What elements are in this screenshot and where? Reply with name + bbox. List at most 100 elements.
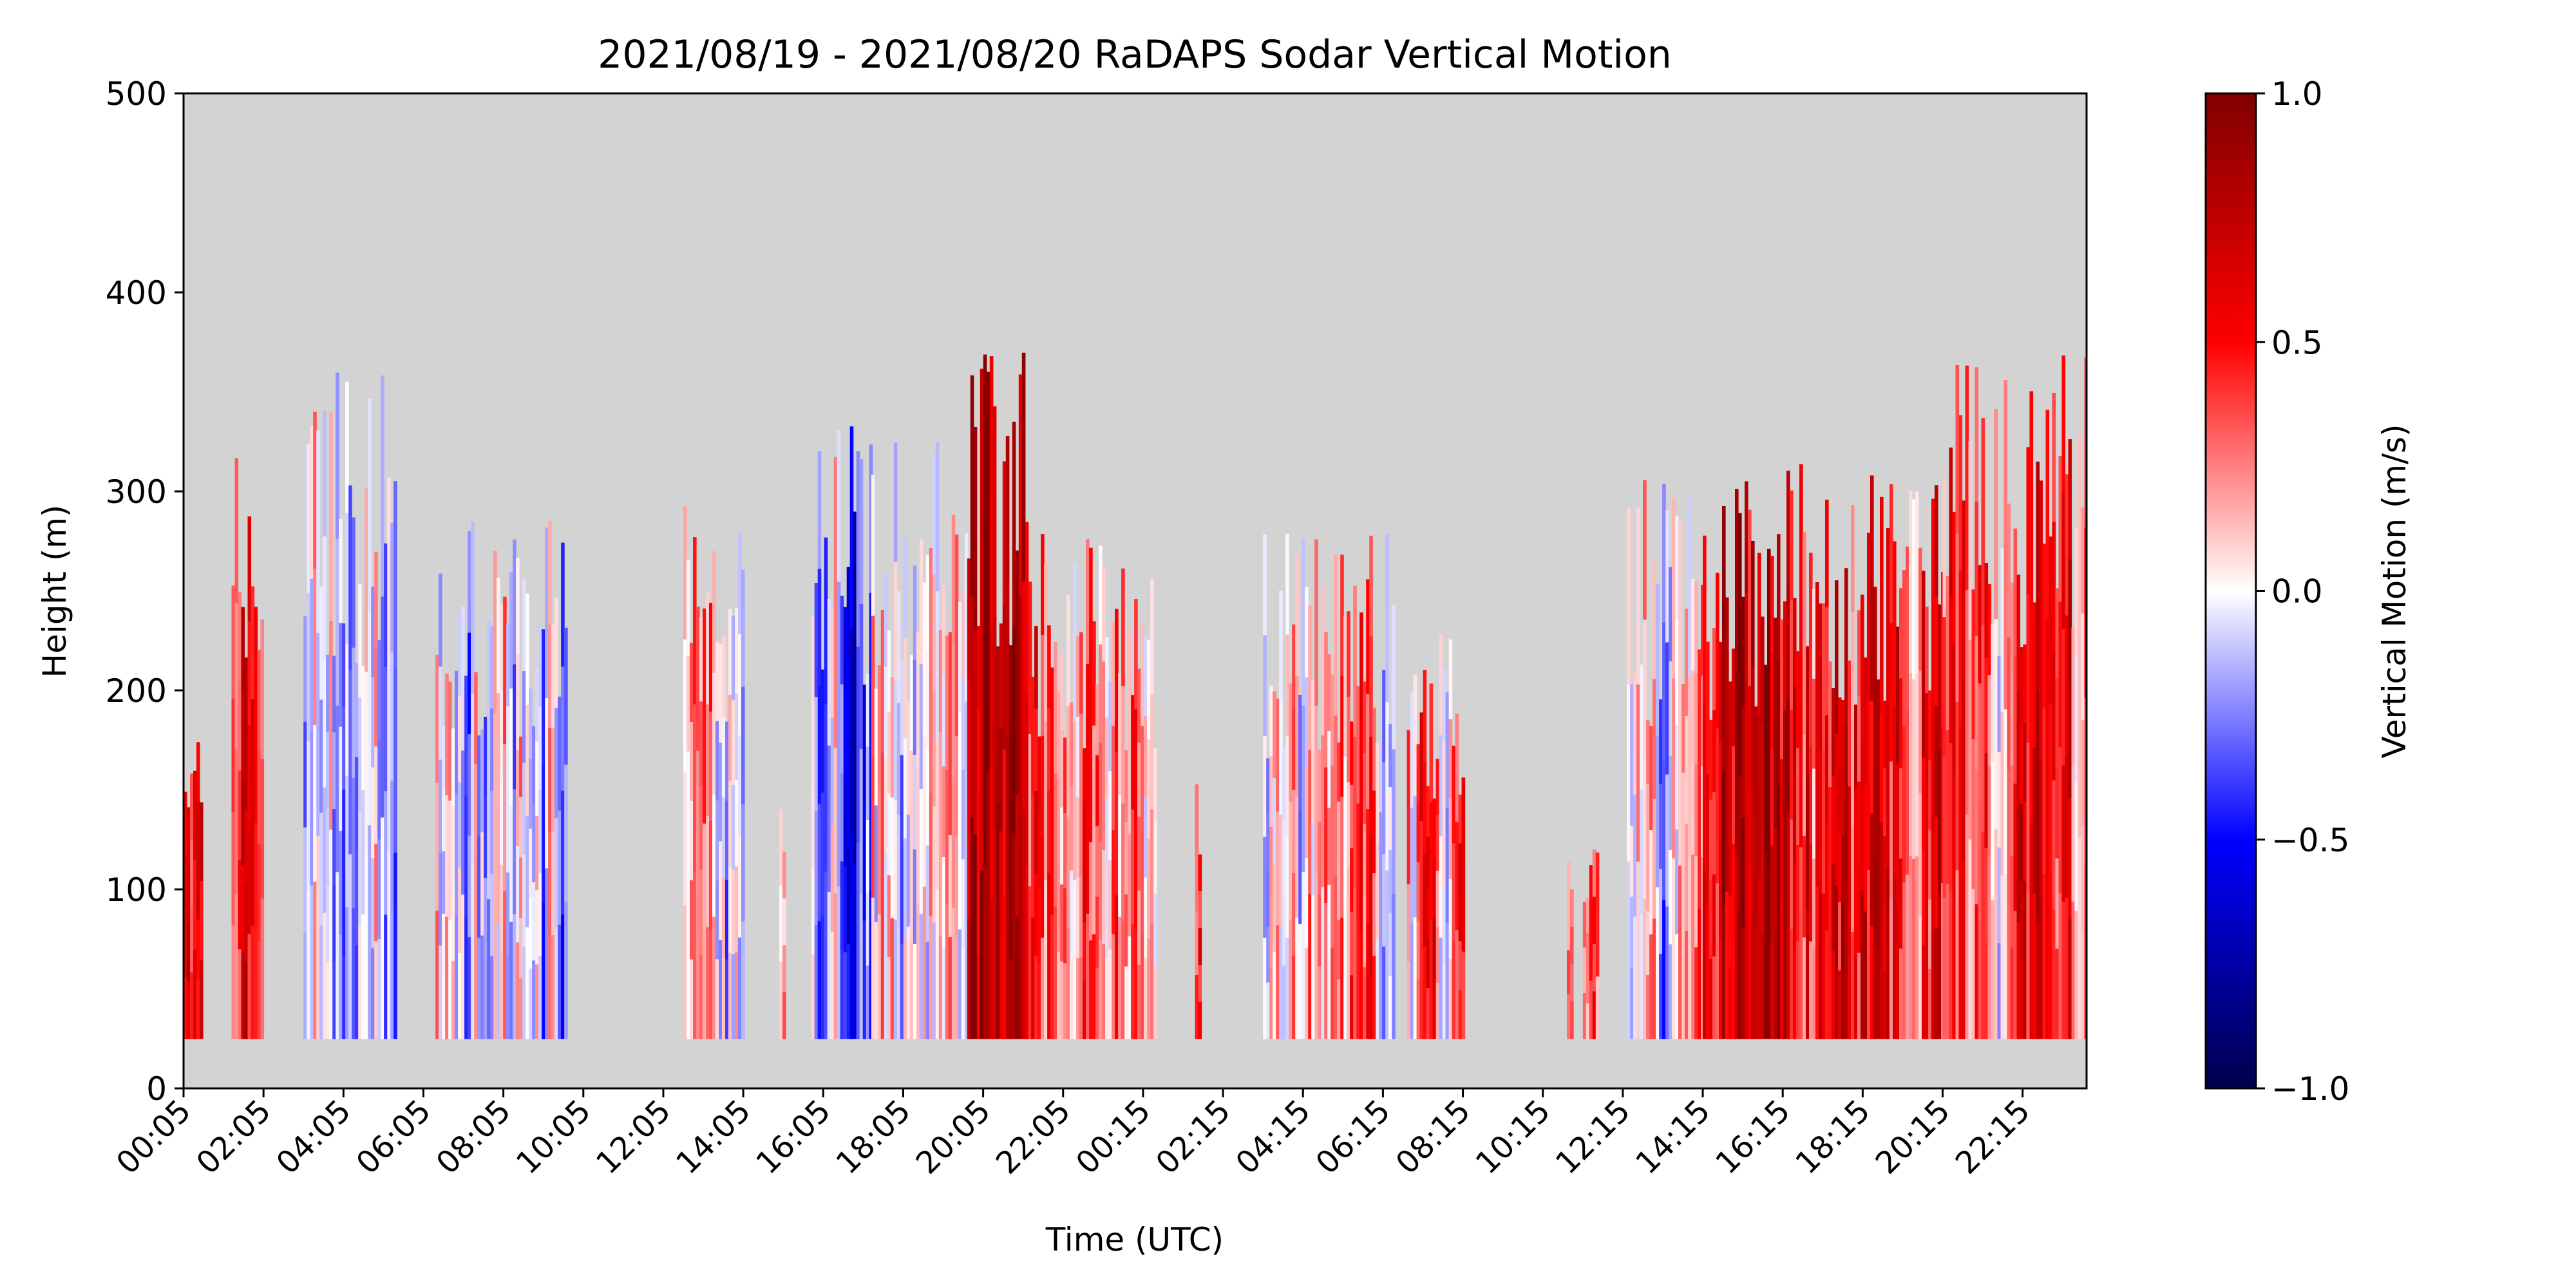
heatmap-cell bbox=[1057, 778, 1061, 866]
heatmap-cell bbox=[365, 672, 368, 856]
heatmap-cell bbox=[187, 865, 191, 923]
heatmap-cell bbox=[1423, 946, 1427, 1039]
heatmap-cell bbox=[345, 381, 349, 514]
heatmap-cell bbox=[1118, 673, 1122, 796]
heatmap-cell bbox=[738, 735, 742, 837]
heatmap-cell bbox=[1452, 745, 1456, 844]
heatmap-cell bbox=[1435, 982, 1440, 1039]
heatmap-cell bbox=[251, 586, 255, 700]
heatmap-cell bbox=[1757, 714, 1761, 877]
heatmap-cell bbox=[1442, 816, 1446, 891]
heatmap-cell bbox=[1880, 605, 1884, 714]
heatmap-cell bbox=[846, 661, 851, 756]
heatmap-cell bbox=[529, 828, 533, 899]
heatmap-cell bbox=[1295, 918, 1299, 1039]
heatmap-cell bbox=[1076, 877, 1080, 959]
heatmap-cell bbox=[1636, 861, 1640, 1039]
heatmap-cell bbox=[193, 860, 197, 950]
heatmap-cell bbox=[1372, 956, 1376, 1039]
heatmap-cell bbox=[532, 882, 536, 961]
heatmap-cell bbox=[1410, 692, 1414, 808]
heatmap-cell bbox=[1877, 769, 1880, 860]
heatmap-cell bbox=[200, 802, 204, 882]
heatmap-cell bbox=[493, 876, 497, 1039]
heatmap-cell bbox=[234, 893, 239, 1039]
heatmap-cell bbox=[490, 873, 494, 957]
heatmap-cell bbox=[1694, 947, 1698, 1039]
heatmap-cell bbox=[435, 911, 439, 1039]
heatmap-cell bbox=[1086, 539, 1090, 665]
heatmap-cell bbox=[1815, 734, 1819, 887]
heatmap-cell bbox=[1870, 588, 1874, 701]
heatmap-cell bbox=[1009, 881, 1013, 961]
heatmap-cell bbox=[522, 762, 526, 855]
heatmap-cell bbox=[1643, 620, 1647, 760]
heatmap-cell bbox=[1410, 923, 1414, 1039]
heatmap-cell bbox=[1877, 949, 1880, 1039]
heatmap-cell bbox=[853, 863, 857, 1039]
heatmap-cell bbox=[247, 934, 252, 1039]
heatmap-cell bbox=[1076, 716, 1080, 798]
heatmap-cell bbox=[1153, 893, 1157, 967]
heatmap-cell bbox=[2016, 806, 2021, 923]
heatmap-cell bbox=[970, 817, 974, 1039]
heatmap-cell bbox=[1678, 693, 1682, 866]
heatmap-cell bbox=[1356, 803, 1360, 922]
heatmap-cell bbox=[1321, 887, 1325, 1039]
heatmap-cell bbox=[683, 772, 687, 906]
heatmap-cell bbox=[1803, 735, 1806, 837]
heatmap-cell bbox=[2052, 522, 2056, 652]
heatmap-cell bbox=[1889, 484, 1893, 623]
heatmap-cell bbox=[1909, 490, 1913, 674]
heatmap-cell bbox=[871, 616, 875, 757]
heatmap-cell bbox=[2078, 837, 2082, 1039]
heatmap-cell bbox=[866, 965, 870, 1039]
heatmap-cell bbox=[1282, 965, 1286, 1039]
heatmap-cell bbox=[1131, 695, 1135, 810]
heatmap-cell bbox=[1108, 949, 1112, 1039]
heatmap-cell bbox=[856, 647, 860, 844]
heatmap-cell bbox=[1079, 795, 1083, 876]
heatmap-cell bbox=[1461, 864, 1466, 952]
heatmap-cell bbox=[1406, 884, 1411, 962]
heatmap-cell bbox=[1701, 584, 1705, 676]
heatmap-cell bbox=[1672, 858, 1676, 1039]
heatmap-cell bbox=[1147, 739, 1151, 840]
heatmap-cell bbox=[1379, 737, 1383, 813]
heatmap-cell bbox=[1636, 684, 1640, 862]
heatmap-cell bbox=[1675, 515, 1679, 621]
heatmap-cell bbox=[1857, 952, 1861, 1039]
heatmap-cell bbox=[1282, 893, 1286, 967]
heatmap-cell bbox=[1918, 916, 1922, 1039]
heatmap-cell bbox=[1331, 674, 1334, 766]
heatmap-cell bbox=[387, 477, 391, 665]
heatmap-cell bbox=[1458, 941, 1463, 990]
heatmap-cell bbox=[1738, 644, 1742, 777]
heatmap-cell bbox=[1646, 911, 1650, 976]
heatmap-cell bbox=[1767, 712, 1771, 876]
heatmap-cell bbox=[506, 955, 510, 1039]
heatmap-cell bbox=[329, 621, 333, 830]
heatmap-cell bbox=[690, 880, 694, 960]
heatmap-cell bbox=[254, 714, 258, 823]
heatmap-cell bbox=[1137, 817, 1141, 891]
heatmap-cell bbox=[1965, 365, 1969, 591]
heatmap-cell bbox=[884, 573, 888, 667]
heatmap-cell bbox=[377, 839, 381, 940]
heatmap-cell bbox=[1870, 475, 1874, 589]
heatmap-cell bbox=[945, 904, 949, 1039]
heatmap-cell bbox=[1925, 866, 1929, 953]
heatmap-cell bbox=[238, 860, 242, 950]
heatmap-cell bbox=[1719, 939, 1723, 1039]
heatmap-cell bbox=[1952, 643, 1956, 776]
heatmap-cell bbox=[2042, 708, 2047, 875]
heatmap-cell bbox=[1864, 911, 1868, 1039]
heatmap-cell bbox=[1984, 563, 1989, 659]
heatmap-cell bbox=[1392, 894, 1396, 1039]
heatmap-cell bbox=[1372, 790, 1376, 874]
heatmap-cell bbox=[1751, 665, 1755, 790]
heatmap-cell bbox=[1694, 582, 1698, 674]
heatmap-cell bbox=[811, 785, 815, 870]
heatmap-cell bbox=[1198, 965, 1202, 1003]
heatmap-cell bbox=[345, 513, 349, 645]
